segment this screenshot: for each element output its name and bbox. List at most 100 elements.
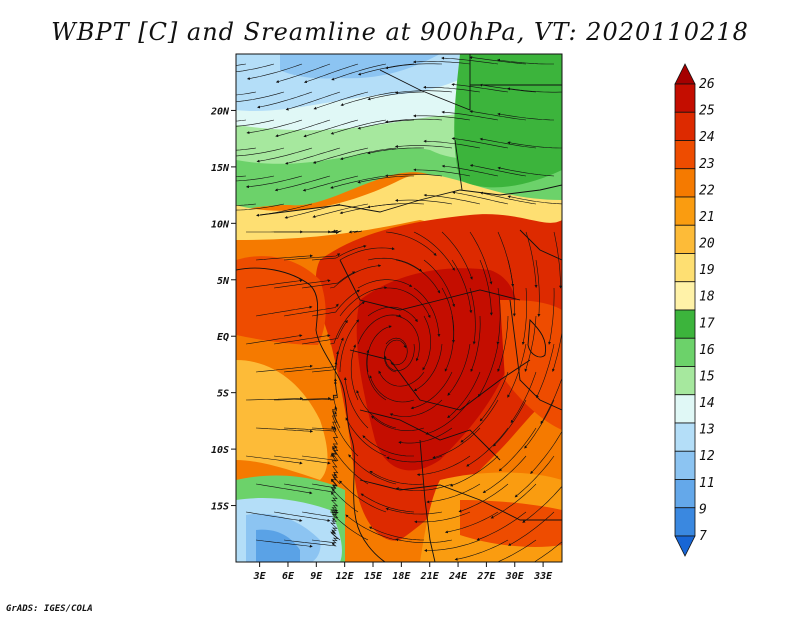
streamline [522, 485, 562, 523]
lon-tick-label: 21E [420, 571, 440, 582]
streamlines [236, 56, 562, 562]
lon-tick-label: 3E [253, 571, 267, 582]
colorbar-swatch [674, 507, 696, 537]
streamline [236, 63, 247, 66]
streamline [452, 191, 509, 205]
streamline [331, 510, 369, 541]
streamline [395, 483, 453, 491]
field-orangered-east [500, 300, 562, 430]
lat-tick-label: 15S [211, 502, 229, 513]
colorbar-label: 14 [699, 396, 715, 411]
streamline [273, 279, 331, 289]
streamline [283, 253, 341, 261]
streamline [255, 305, 313, 317]
streamline [507, 87, 562, 93]
colorbar-label: 23 [699, 157, 715, 172]
streamline [255, 539, 313, 548]
streamline [255, 364, 313, 373]
chart-title: WBPT [C] and Sreamline at 900hPa, VT: 20… [51, 18, 749, 46]
streamline [413, 287, 441, 338]
colorbar-label: 11 [699, 476, 715, 491]
streamline [330, 479, 359, 513]
colorbar-swatch [674, 168, 696, 198]
streamline [236, 203, 257, 206]
streamline [345, 514, 397, 541]
streamline [385, 231, 437, 256]
streamline [395, 538, 453, 543]
streamline [366, 325, 392, 373]
streamline [236, 119, 247, 122]
streamline [469, 110, 527, 121]
borders [236, 54, 562, 562]
streamline [369, 375, 415, 403]
border-central-1 [339, 259, 521, 311]
streamline [398, 427, 453, 445]
lat-tick-label: 5S [217, 389, 229, 400]
streamline [311, 337, 344, 373]
streamline [507, 195, 562, 205]
streamline [413, 168, 471, 177]
streamline [331, 445, 369, 485]
streamline [386, 455, 443, 463]
coastline-west [236, 267, 386, 562]
streamline [477, 343, 499, 398]
streamline [345, 417, 387, 457]
streamline [236, 147, 257, 151]
streamline [469, 287, 476, 345]
colorbar-swatch [674, 450, 696, 480]
colorbar-swatch [674, 83, 696, 113]
streamline [497, 112, 555, 121]
streamline [331, 453, 341, 485]
lat-tick-label: 5N [217, 276, 230, 287]
streamline [245, 279, 303, 289]
streamline [283, 483, 337, 493]
colorbar-label: 18 [699, 290, 715, 305]
streamline [311, 244, 367, 261]
border-east-2 [527, 318, 547, 358]
colorbar-swatch [674, 479, 696, 509]
streamline [369, 470, 425, 485]
streamline [498, 427, 537, 472]
streamline [343, 377, 369, 429]
wbpt-field [236, 54, 562, 562]
streamline [246, 63, 303, 80]
streamline [521, 287, 528, 345]
border-central-2 [349, 349, 531, 411]
streamline [510, 371, 537, 424]
streamline [383, 343, 415, 372]
colorbar-swatch [674, 366, 696, 396]
streamline [236, 91, 257, 96]
streamline [389, 399, 443, 417]
border-north-3 [454, 139, 463, 191]
streamline [273, 397, 332, 401]
streamline [367, 257, 423, 272]
streamline [441, 164, 499, 177]
colorbar-swatch [674, 140, 696, 170]
lat-tick-label: EQ [217, 332, 229, 343]
streamline [245, 511, 303, 522]
streamline [371, 415, 425, 431]
streamline [356, 389, 397, 429]
streamline [395, 259, 441, 294]
streamline [497, 315, 509, 373]
streamline [362, 435, 414, 457]
field-lightorange-west [236, 360, 328, 480]
streamline [479, 191, 537, 205]
streamline [339, 480, 387, 513]
border-south-1 [359, 479, 562, 521]
streamline [301, 446, 339, 462]
lon-tick-label: 6E [282, 571, 295, 582]
field-deepblue-southwest [256, 529, 300, 562]
field-blue-north-inner [280, 54, 440, 79]
streamline [329, 491, 339, 514]
streamline [311, 530, 339, 544]
streamline [283, 303, 339, 317]
streamline [283, 426, 337, 432]
streamline [256, 147, 313, 163]
streamline [386, 287, 431, 319]
streamline [331, 63, 387, 81]
streamline [451, 83, 509, 93]
streamline [303, 63, 359, 84]
streamline [533, 541, 562, 562]
colorbar-swatch [674, 422, 696, 452]
